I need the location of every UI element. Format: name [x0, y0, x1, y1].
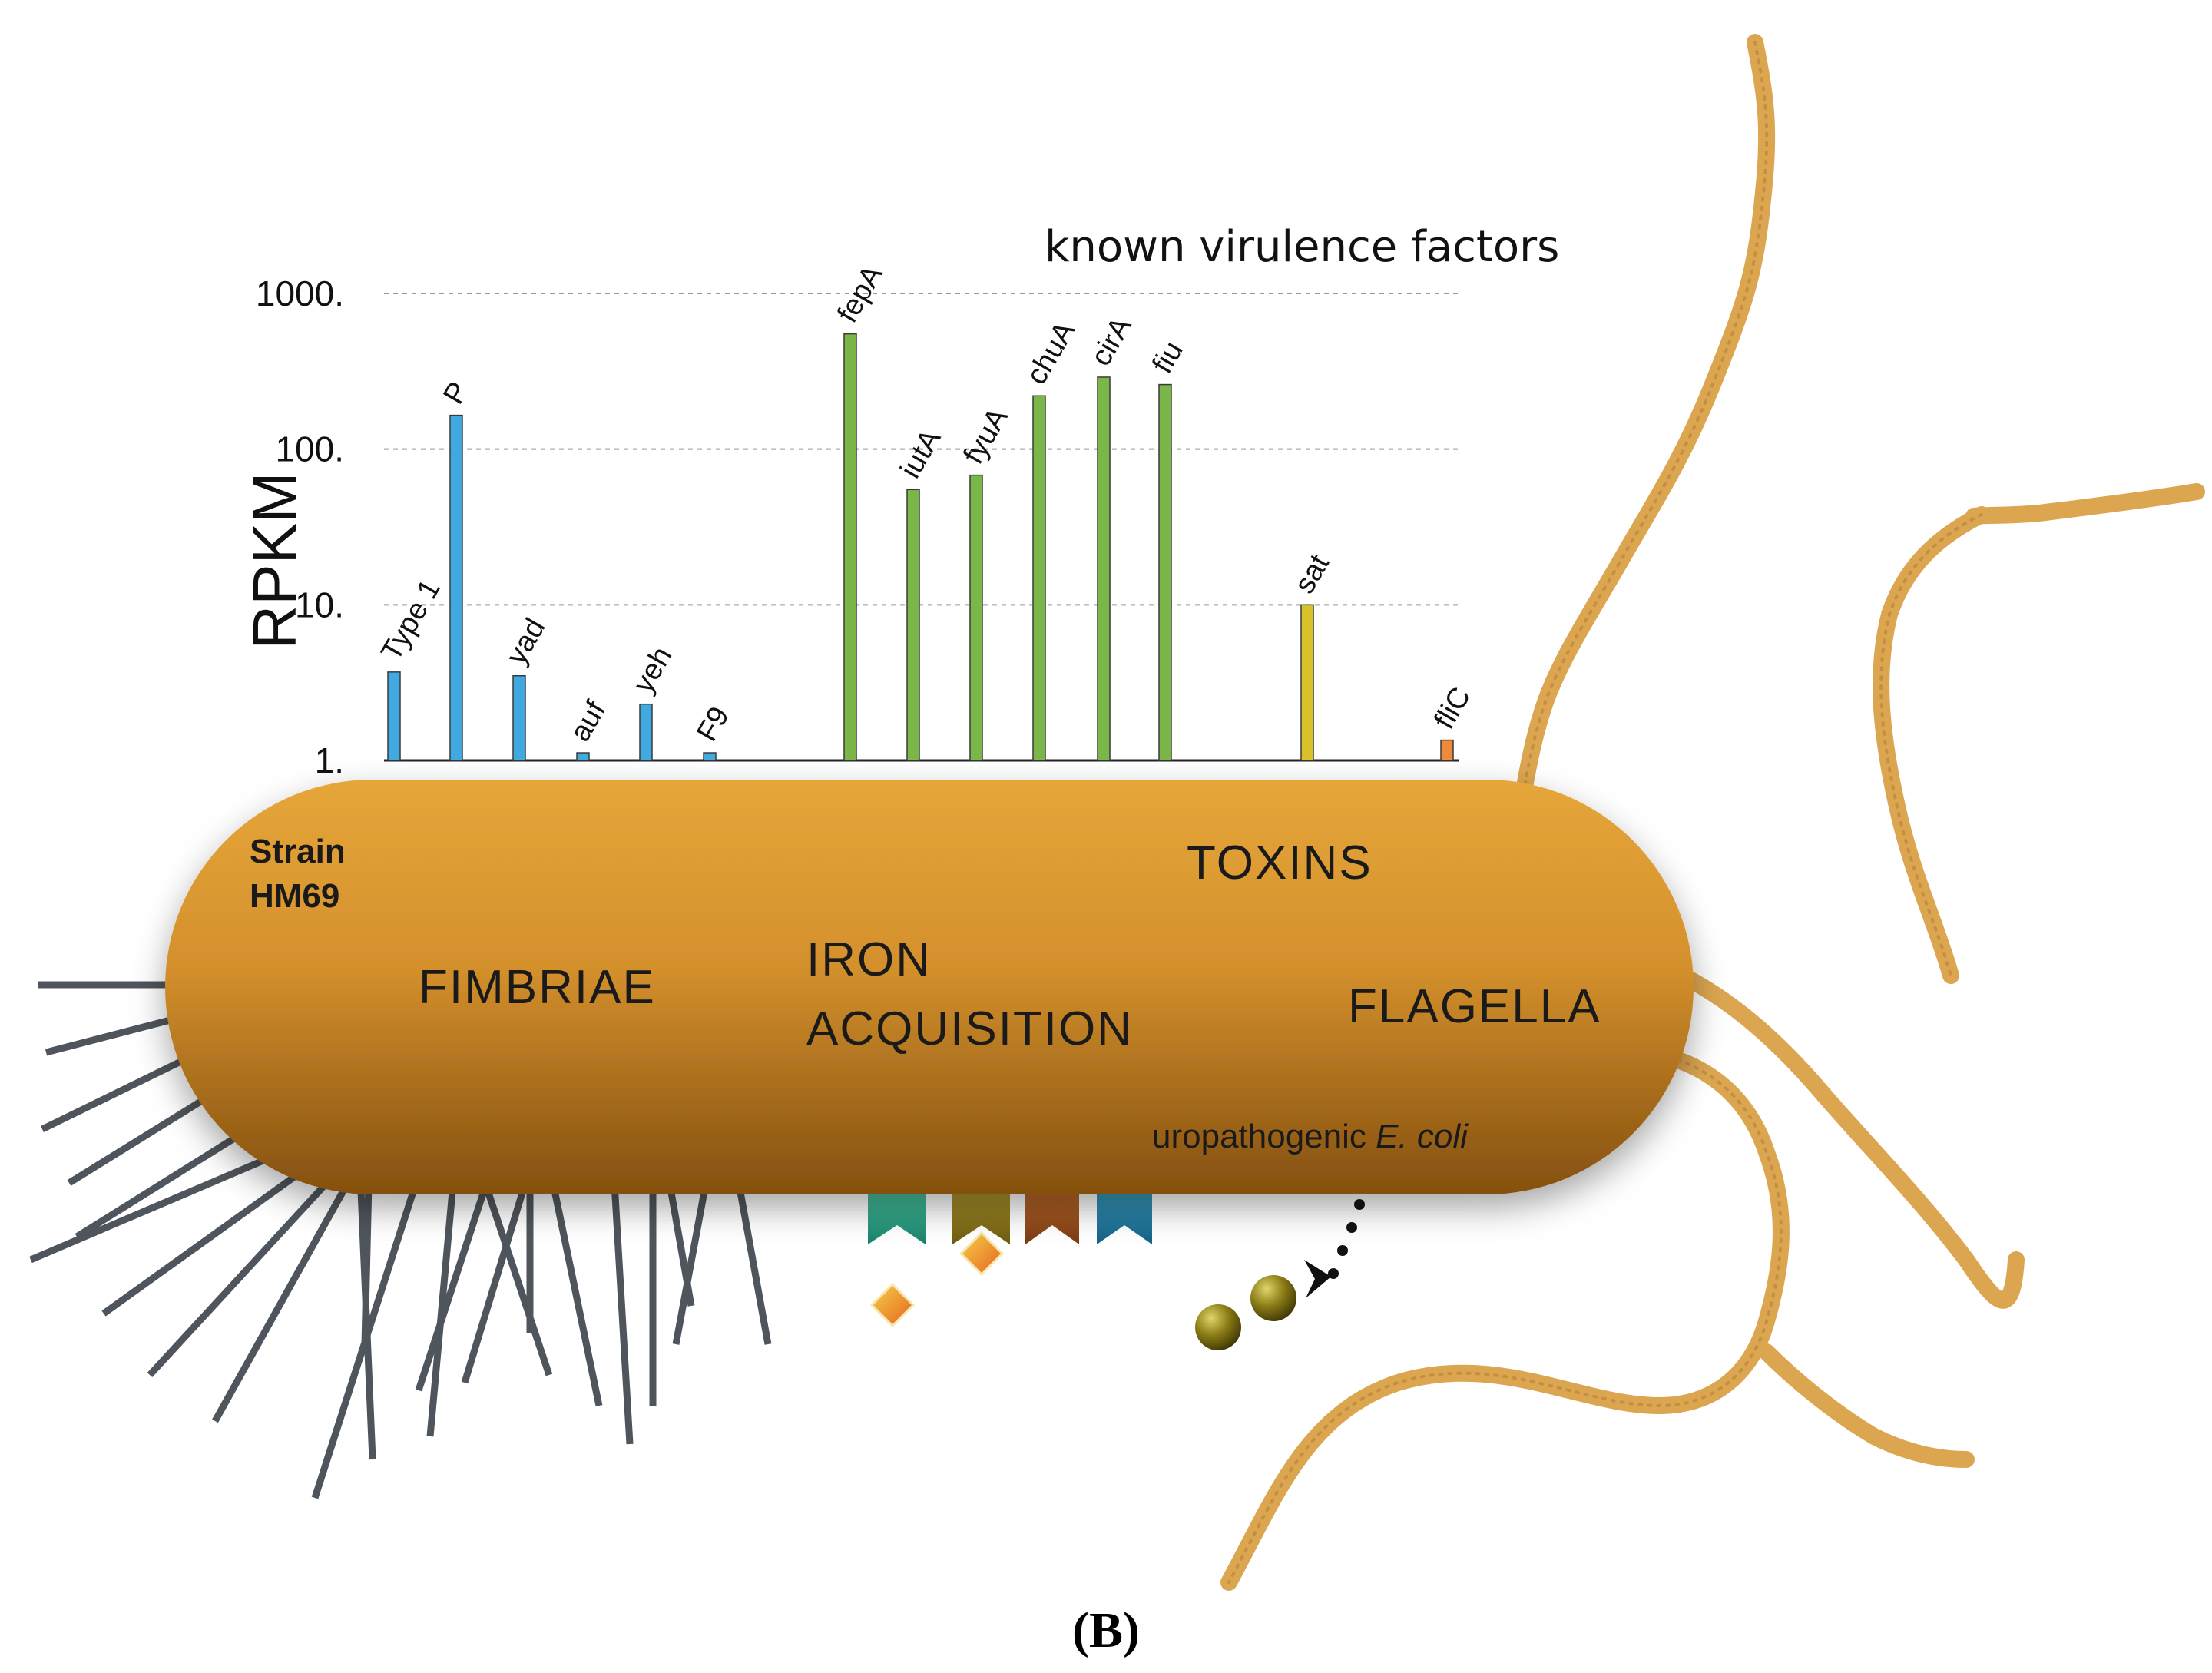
bar-yeh	[639, 703, 653, 761]
fimbriae-label: FIMBRIAE	[419, 961, 656, 1014]
organism-label: uropathogenic E. coli	[1152, 1118, 1468, 1156]
arrowhead-icon	[1304, 1260, 1331, 1298]
bar-type-1	[387, 671, 401, 761]
bar-sat	[1300, 604, 1314, 761]
category-label: cirA	[1084, 311, 1137, 371]
y-tick-label: 10.	[295, 585, 344, 624]
category-label: Type 1	[375, 575, 446, 667]
toxin-dot	[1328, 1268, 1339, 1279]
pilus	[733, 1174, 772, 1345]
fimbriae-pili	[29, 981, 772, 1499]
y-tick-label: 1.	[315, 740, 344, 780]
siderophore-diamond	[959, 1231, 1005, 1277]
bar-flic	[1440, 739, 1454, 761]
flagellum	[1674, 967, 2025, 1309]
flagella-label: FLAGELLA	[1348, 980, 1601, 1033]
flagellum	[1505, 34, 1776, 876]
pilus	[147, 1176, 333, 1378]
strain-label-line1: Strain	[250, 833, 346, 870]
pilus	[611, 1182, 634, 1445]
gridlines	[384, 293, 1459, 606]
bar-yad	[512, 674, 526, 761]
siderophore-diamond	[869, 1282, 916, 1328]
pilus	[212, 1184, 349, 1423]
panel-label: (B)	[1072, 1602, 1140, 1658]
receptor-blue	[1097, 1183, 1152, 1244]
toxin-dot	[1354, 1199, 1365, 1210]
rpkm-bar-chart: 1.10.100.1000. Type 1PyadaufyehF9fepAiut…	[240, 222, 1559, 780]
category-label: yad	[500, 613, 551, 670]
category-label: sat	[1288, 549, 1336, 599]
y-tick-label: 100.	[275, 429, 344, 469]
category-label: yeh	[627, 641, 678, 698]
category-label: chuA	[1020, 316, 1081, 390]
organism-species: E. coli	[1376, 1118, 1468, 1155]
pilus	[361, 1182, 373, 1345]
organism-label-prefix: uropathogenic	[1152, 1118, 1376, 1155]
toxin-particle	[1195, 1304, 1241, 1350]
toxin-dot	[1346, 1222, 1357, 1233]
receptor-olive	[952, 1183, 1010, 1244]
flagellum	[1873, 506, 1990, 984]
toxin-particle	[1250, 1275, 1296, 1321]
bar-f9	[703, 752, 717, 761]
iron-label-line2: ACQUISITION	[806, 1002, 1134, 1055]
bar-fyua	[969, 474, 983, 761]
toxin-dot	[1337, 1245, 1348, 1256]
pilus	[480, 1178, 553, 1376]
category-label: iutA	[894, 424, 947, 484]
toxins-label: TOXINS	[1187, 836, 1373, 890]
bar-iuta	[906, 489, 920, 761]
category-label: fyuA	[957, 403, 1015, 469]
iron-receptors	[868, 1183, 1152, 1328]
strain-label: Strain HM69	[250, 830, 346, 919]
strain-label-line2: HM69	[250, 877, 340, 915]
bar-fiu	[1158, 383, 1172, 761]
category-label: F9	[690, 701, 736, 747]
category-label: P	[437, 376, 475, 409]
iron-acquisition-label: IRON ACQUISITION	[806, 926, 1133, 1064]
pilus	[461, 1166, 534, 1384]
receptor-rust	[1025, 1183, 1079, 1244]
category-label: auf	[564, 695, 612, 747]
bar-cira	[1097, 376, 1111, 761]
bar-p	[449, 414, 463, 761]
iron-label-line1: IRON	[806, 933, 932, 986]
bars	[387, 333, 1454, 761]
pilus	[549, 1182, 603, 1406]
cell-body	[165, 780, 1694, 1194]
pilus	[101, 1164, 310, 1317]
category-label: fiu	[1146, 336, 1189, 379]
toxin-secretion	[1195, 1199, 1365, 1350]
flagellum	[1758, 1343, 1975, 1468]
bar-auf	[576, 752, 590, 761]
bar-chua	[1032, 395, 1046, 761]
y-axis-label: RPKM	[240, 472, 309, 649]
chart-title: known virulence factors	[1045, 222, 1559, 272]
category-label: fliC	[1428, 682, 1477, 735]
pilus	[75, 1118, 263, 1240]
flagellum	[1965, 483, 2205, 525]
receptor-teal	[868, 1183, 926, 1244]
y-axis-ticks: 1. 10. 100. 1000.	[256, 273, 344, 780]
pilus	[415, 1166, 495, 1392]
y-tick-label: 1000.	[256, 273, 344, 313]
flagella	[1220, 34, 2205, 1591]
pilus	[29, 1145, 293, 1264]
bar-fepa	[843, 333, 857, 761]
pilus	[672, 1178, 710, 1345]
